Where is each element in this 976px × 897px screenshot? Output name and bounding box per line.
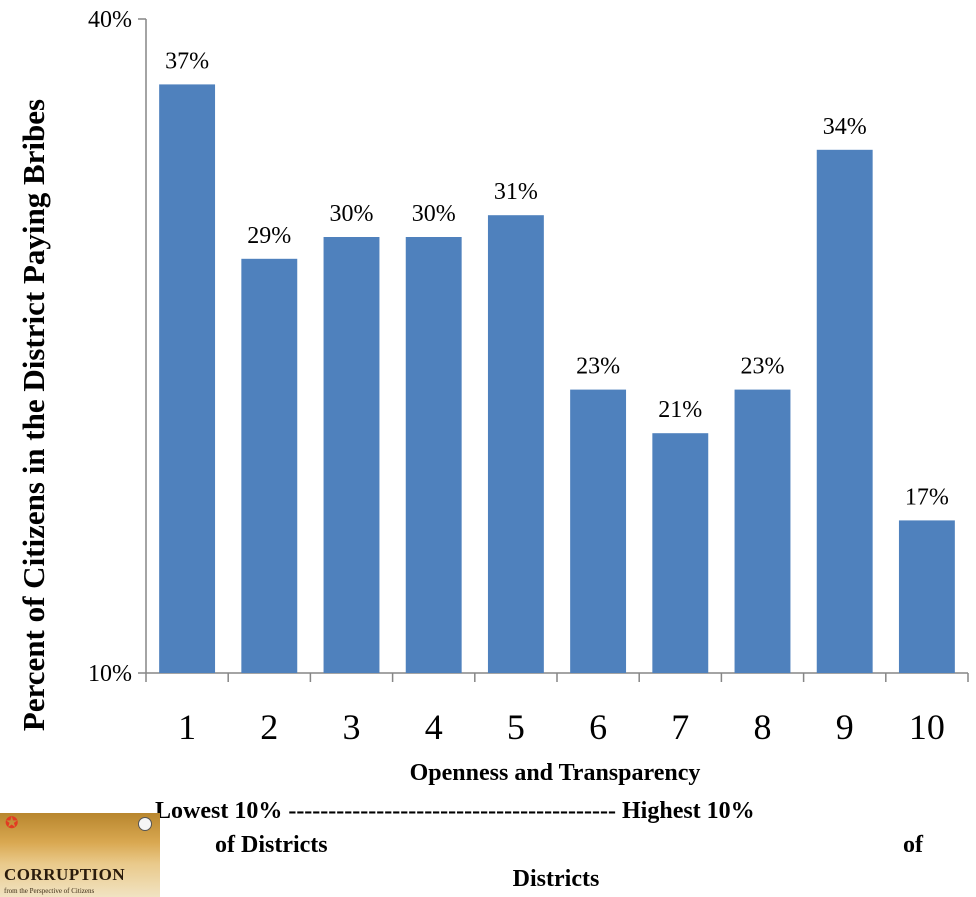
bar (323, 237, 380, 673)
bar (405, 237, 462, 673)
y-axis-title: Percent of Citizens in the District Payi… (16, 98, 51, 732)
bar (734, 389, 791, 673)
x-tick-label: 9 (836, 707, 854, 747)
bar (570, 389, 627, 673)
globe-icon (138, 817, 152, 831)
bar-data-label: 37% (165, 48, 209, 74)
bar (652, 433, 709, 673)
range-annotation-high: of (903, 832, 923, 858)
bar (487, 215, 544, 673)
bar-data-label: 21% (658, 397, 702, 423)
bar-data-label: 29% (247, 223, 291, 249)
bar-data-label: 23% (576, 354, 620, 380)
y-tick-label: 10% (88, 661, 132, 687)
logo-title: CORRUPTION (4, 865, 126, 884)
x-axis-title: Openness and Transparency (409, 760, 701, 786)
range-annotation-districts: Districts (512, 866, 600, 892)
x-tick-label: 4 (425, 707, 443, 747)
bar (898, 520, 955, 673)
bar-data-label: 34% (823, 114, 867, 140)
x-tick-label: 1 (178, 707, 196, 747)
bar-chart: 10% 40% 37% 29% 30% 30% 31% 23% 21% 23% 34% 17% 1 2… (88, 7, 969, 747)
x-tick-label: 5 (507, 707, 525, 747)
logo-subtitle: from the Perspective of Citizens (4, 887, 95, 895)
x-tick-label: 10 (909, 707, 945, 747)
x-tick-label: 3 (343, 707, 361, 747)
x-tick-label: 6 (589, 707, 607, 747)
bar (241, 258, 298, 673)
bar-data-label: 30% (330, 201, 374, 227)
bar-data-label: 23% (741, 354, 785, 380)
bar-data-label: 17% (905, 484, 949, 510)
range-annotation-low: of Districts (215, 832, 328, 858)
x-tick-label: 8 (754, 707, 772, 747)
star-emblem-icon: ✪ (5, 815, 19, 832)
bar (159, 84, 216, 673)
y-tick-label: 40% (88, 7, 132, 33)
corruption-report-logo: ✪ CORRUPTION from the Perspective of Cit… (0, 813, 160, 897)
bar-data-label: 30% (412, 201, 456, 227)
range-annotation-line: Lowest 10% -----------------------------… (155, 798, 755, 824)
bar (816, 149, 873, 674)
bar-data-label: 31% (494, 179, 538, 205)
x-tick-label: 2 (260, 707, 278, 747)
x-tick-label: 7 (671, 707, 689, 747)
